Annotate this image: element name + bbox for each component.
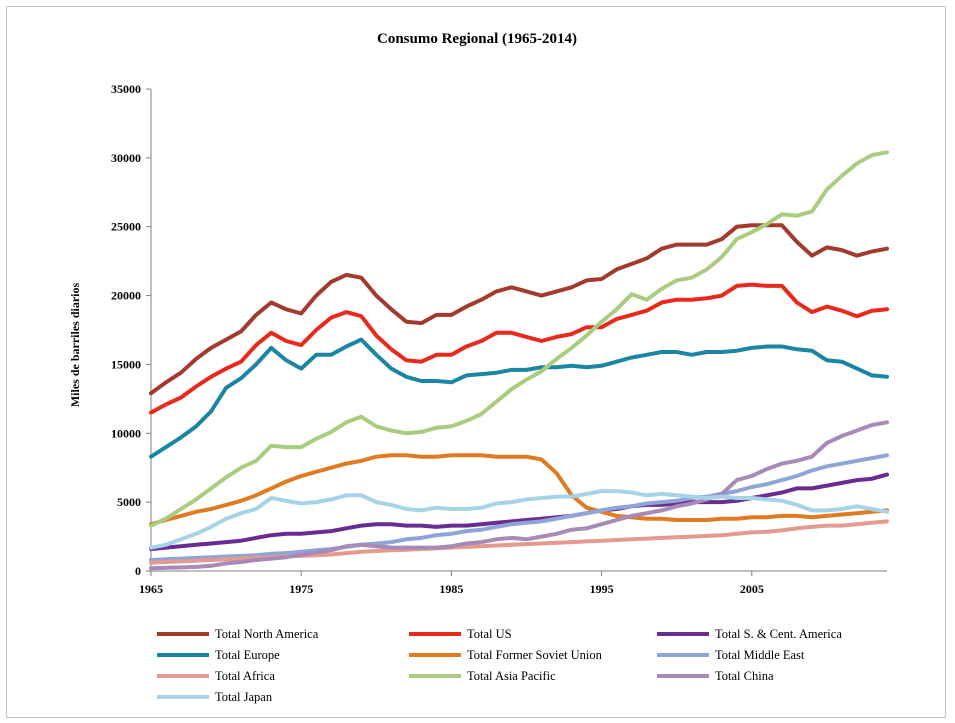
series-line-7 bbox=[149, 519, 889, 565]
legend-label-2: Total US bbox=[467, 627, 512, 641]
x-tick-label: 1965 bbox=[139, 582, 163, 596]
legend-label-6: Total Middle East bbox=[715, 648, 805, 662]
legend-label-4: Total Europe bbox=[215, 648, 280, 662]
legend-label-3: Total S. & Cent. America bbox=[715, 627, 842, 641]
legend-label-7: Total Africa bbox=[215, 669, 275, 683]
x-tick-label: 1975 bbox=[289, 582, 313, 596]
x-tick-label: 2005 bbox=[740, 582, 764, 596]
y-tick-label: 0 bbox=[135, 564, 141, 578]
series-line-6 bbox=[149, 453, 889, 562]
line-chart: Consumo Regional (1965-2014) Miles de ba… bbox=[68, 31, 889, 704]
y-tick-label: 5000 bbox=[117, 495, 141, 509]
chart-frame: Consumo Regional (1965-2014) Miles de ba… bbox=[6, 6, 946, 718]
y-tick-label: 20000 bbox=[111, 289, 141, 303]
series-line-3 bbox=[149, 472, 889, 551]
legend-label-10: Total Japan bbox=[215, 690, 273, 704]
x-tick-label: 1995 bbox=[590, 582, 614, 596]
y-tick-label: 35000 bbox=[111, 82, 141, 96]
series-line-4 bbox=[149, 337, 889, 459]
y-tick-label: 25000 bbox=[111, 220, 141, 234]
legend-label-9: Total China bbox=[715, 669, 774, 683]
axes: 0 5000 10000 15000 20000 25000 30000 35000 1965 1… bbox=[111, 82, 887, 596]
legend-label-1: Total North America bbox=[215, 627, 319, 641]
legend: Total North America Total US Total S. & Ce… bbox=[157, 627, 842, 704]
y-tick-label: 15000 bbox=[111, 357, 141, 371]
series-line-2 bbox=[149, 282, 889, 415]
legend-label-5: Total Former Soviet Union bbox=[467, 648, 603, 662]
x-tick-label: 1985 bbox=[439, 582, 463, 596]
y-tick-label: 30000 bbox=[111, 151, 141, 165]
series-line-10 bbox=[149, 489, 889, 550]
y-axis-title: Miles de barriles diarios bbox=[68, 283, 82, 408]
y-tick-label: 10000 bbox=[111, 426, 141, 440]
chart-title: Consumo Regional (1965-2014) bbox=[377, 31, 577, 47]
series-line-8 bbox=[149, 150, 889, 528]
series-line-5 bbox=[149, 453, 889, 527]
legend-label-8: Total Asia Pacific bbox=[467, 669, 556, 683]
series-line-9 bbox=[149, 420, 889, 571]
series-lines bbox=[149, 150, 889, 571]
